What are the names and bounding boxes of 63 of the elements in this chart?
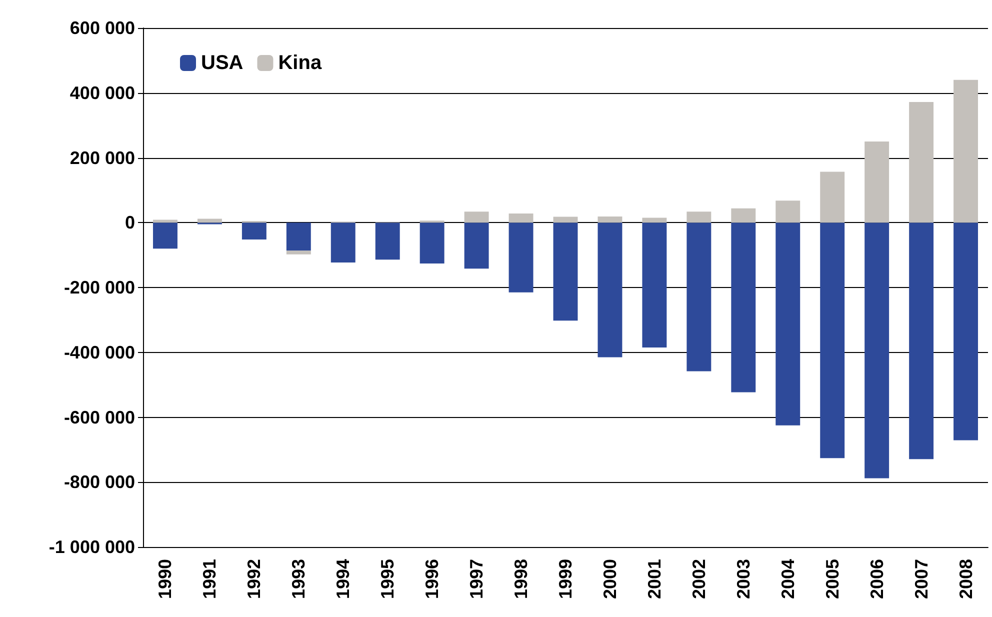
bar: [731, 208, 756, 223]
bar: [820, 222, 845, 458]
y-tick-label: 0: [124, 212, 135, 233]
y-tick-label: -1 000 000: [48, 537, 135, 557]
y-tick-label: 200 000: [70, 148, 135, 168]
y-tick-label: 600 000: [70, 18, 135, 38]
bar: [286, 250, 311, 254]
x-tick-label: 2005: [822, 559, 842, 600]
bar: [909, 102, 934, 223]
bar: [598, 222, 622, 358]
y-tick-label: -600 000: [64, 407, 135, 428]
bar: [954, 80, 978, 223]
bar: [330, 222, 356, 263]
bar: [553, 222, 578, 321]
bar: [954, 222, 978, 440]
bar: [464, 212, 489, 223]
bar: [420, 222, 444, 264]
bar: [508, 214, 534, 223]
y-tick-label: -800 000: [64, 472, 135, 492]
y-tick-label: 400 000: [70, 82, 135, 103]
bar: [686, 222, 712, 372]
x-tick-label: 1998: [511, 559, 532, 600]
x-tick-label: 1991: [200, 559, 220, 600]
bar: [686, 212, 712, 223]
bar: [598, 216, 622, 223]
x-tick-label: 1990: [155, 559, 176, 600]
x-tick-label: 1993: [288, 559, 309, 600]
bar: [153, 220, 178, 223]
bar: [864, 142, 890, 223]
bar: [820, 172, 845, 223]
bar: [776, 200, 800, 223]
bar: [197, 218, 222, 223]
bar: [909, 222, 934, 460]
x-tick-label: 2002: [688, 559, 709, 600]
bar: [286, 222, 311, 251]
x-tick-label: 1996: [422, 559, 442, 600]
x-tick-label: 2008: [956, 559, 976, 600]
bar: [776, 222, 800, 426]
x-tick-label: 2001: [644, 559, 664, 600]
x-tick-label: 1999: [556, 559, 576, 600]
x-tick-label: 2007: [911, 559, 932, 600]
x-tick-label: 1992: [244, 559, 264, 600]
bar: [553, 216, 578, 223]
x-tick-label: 2006: [866, 559, 887, 600]
bar: [508, 222, 534, 292]
x-tick-label: 1994: [333, 559, 354, 600]
y-tick-label: -400 000: [64, 342, 135, 362]
bar: [642, 218, 667, 223]
legend-label: Kina: [278, 52, 322, 74]
legend-label: USA: [201, 52, 244, 74]
x-tick-label: 2000: [600, 559, 620, 600]
bar: [375, 222, 400, 260]
bar: [864, 222, 890, 478]
bar: [642, 222, 667, 348]
y-tick-label: -200 000: [64, 278, 135, 298]
bar: [242, 222, 266, 240]
x-tick-label: 1995: [378, 559, 398, 600]
bar: [731, 222, 756, 392]
x-tick-label: 2003: [733, 559, 754, 600]
x-tick-label: 2004: [778, 559, 798, 600]
x-tick-label: 1997: [466, 559, 487, 600]
bar: [464, 222, 489, 269]
bar: [153, 222, 178, 249]
